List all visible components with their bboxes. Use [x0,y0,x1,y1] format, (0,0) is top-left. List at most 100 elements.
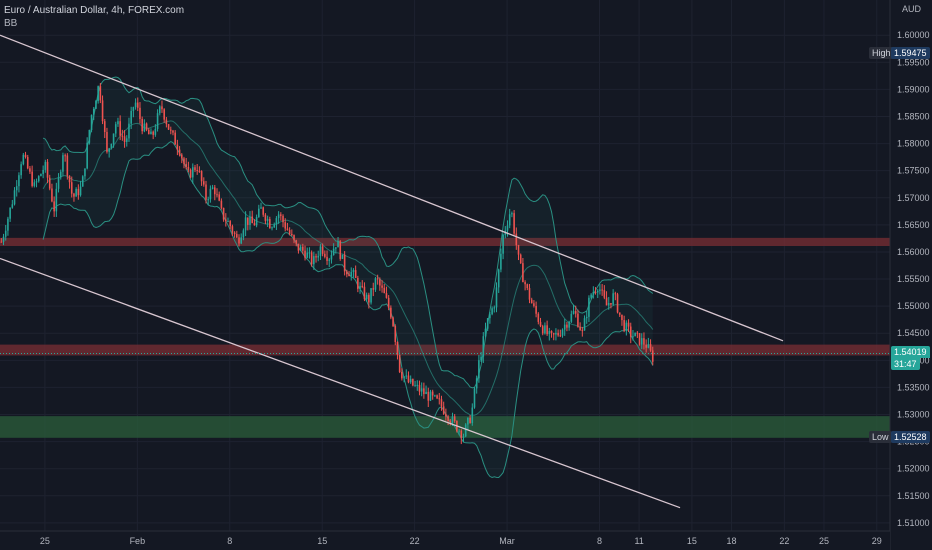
candle-body [418,384,421,392]
candle-body [363,286,366,300]
high-value: 1.59475 [891,47,930,59]
candle-body [346,271,348,275]
candle-body [405,375,408,377]
candle-body [548,331,551,335]
price-tick-label: 1.59500 [897,57,930,67]
candle-body [401,372,403,379]
candle-body [568,321,570,328]
candle-body [251,216,254,224]
candle-body [489,314,491,319]
candle-body [18,175,20,187]
candle-body [308,252,311,254]
candle-body [572,311,575,314]
trendlines[interactable] [0,34,784,509]
candle-body [90,114,93,130]
candle-body [491,308,493,315]
candle-body [158,106,161,114]
candle-body [636,332,639,334]
candle-body [522,263,524,283]
price-axis[interactable] [890,0,932,550]
candle-body [563,324,566,330]
price-tick-label: 1.53000 [897,410,930,420]
candle-body [396,342,399,356]
time-tick-label: 15 [317,536,327,546]
candle-body [22,154,25,165]
candle-body [458,430,460,432]
price-zones [0,237,890,438]
resistance-zone [0,237,890,246]
candle-body [559,335,562,337]
candle-body [539,321,542,327]
candle-body [357,277,359,289]
candle-body [372,288,375,290]
candle-body [260,207,262,209]
price-tick-label: 1.56500 [897,220,930,230]
candle-body [117,121,119,125]
candle-body [381,285,383,288]
candle-body [154,128,157,135]
candle-body [484,328,487,337]
candle-body [299,246,302,251]
candle-body [66,155,69,176]
candle-body [350,271,353,277]
time-tick-label: 8 [597,536,602,546]
currency-label: AUD [901,4,921,14]
candle-body [178,149,181,155]
price-tick-label: 1.60000 [897,30,930,40]
candle-body [207,199,209,201]
candle-body [302,246,304,251]
candle-body [612,293,614,305]
candle-body [75,188,77,197]
candle-body [438,398,441,400]
candle-body [403,376,405,379]
candle-body [92,108,95,115]
candle-body [200,171,203,182]
candle-body [530,299,533,304]
candle-body [449,421,452,423]
candle-body [4,230,7,237]
candle-body [533,303,535,306]
price-tick-label: 1.53500 [897,382,930,392]
candle-body [53,201,55,212]
candle-body [500,253,502,270]
symbol-title[interactable]: Euro / Australian Dollar, 4h, FOREX.com [4,5,185,16]
candle-body [420,388,423,392]
candle-body [244,217,247,231]
candle-body [310,252,313,265]
candle-body [51,188,53,202]
indicator-label[interactable]: BB [4,18,18,29]
candle-body [167,124,170,130]
candle-body [436,395,438,399]
candle-body [462,436,465,438]
candle-body [64,155,66,157]
candle-body [40,173,42,177]
candle-body [187,166,190,170]
candle-body [306,252,309,258]
candle-body [596,290,599,293]
candle-body [42,169,44,174]
price-tick-label: 1.51500 [897,491,930,501]
candle-body [416,384,419,386]
candle-body [482,336,485,357]
candle-body [59,171,62,178]
time-axis[interactable] [0,531,890,550]
candle-body [81,176,84,187]
candle-body [73,193,75,197]
candle-body [172,130,174,133]
candle-body [247,217,249,225]
candle-body [502,234,504,254]
low-value: 1.52528 [891,431,930,443]
candle-body [132,107,135,111]
candle-body [473,388,476,408]
candle-body [273,224,276,228]
candle-body [544,325,546,334]
time-tick-label: 25 [40,536,50,546]
candle-body [469,417,471,423]
candle-body [442,406,445,414]
low-label: Low [869,431,892,443]
price-tick-label: 1.57000 [897,193,930,203]
candle-body [570,313,573,322]
candle-body [95,100,97,109]
candle-body [79,186,82,196]
